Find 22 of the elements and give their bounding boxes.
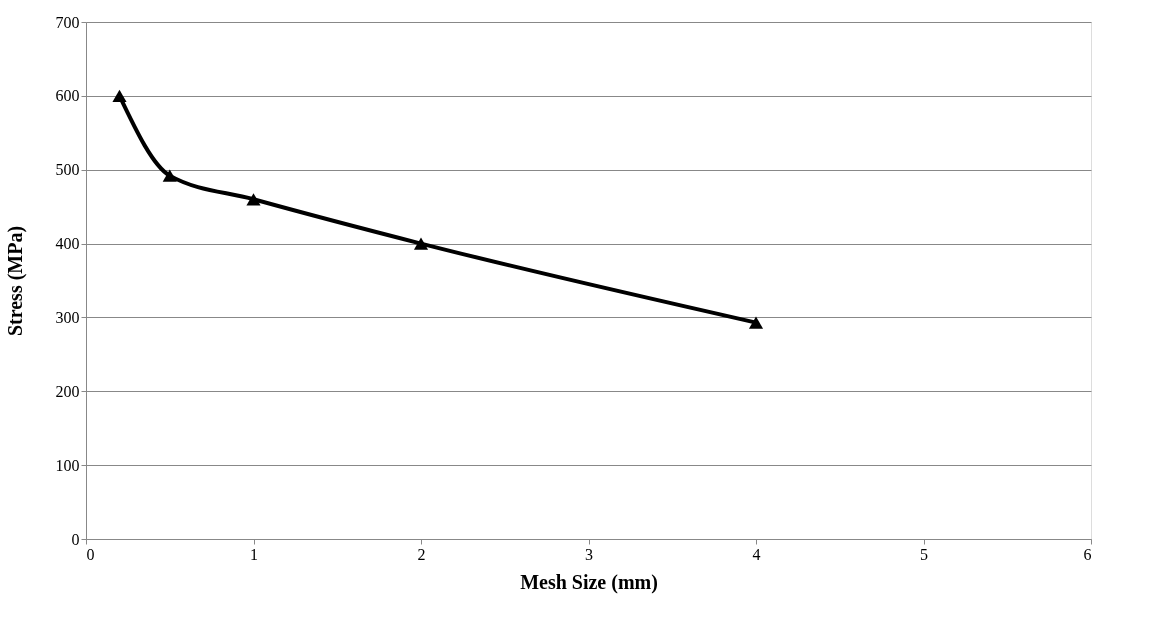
x-tick-label: 2 bbox=[417, 545, 426, 563]
y-axis-title: Stress (MPa) bbox=[3, 225, 27, 337]
x-axis-title: Mesh Size (mm) bbox=[520, 570, 658, 594]
y-tick-label: 200 bbox=[55, 382, 80, 400]
point bbox=[413, 237, 429, 250]
x-tick-label: 5 bbox=[920, 545, 928, 563]
point bbox=[112, 89, 127, 102]
point bbox=[246, 193, 261, 206]
y-tick-label: 600 bbox=[55, 87, 80, 105]
x-tick-label: 0 bbox=[86, 545, 95, 563]
y-tick-label: 100 bbox=[55, 456, 80, 474]
y-tick-label: 500 bbox=[55, 161, 80, 179]
point bbox=[748, 316, 764, 329]
x-tick-label: 1 bbox=[250, 545, 258, 563]
x-tick-label: 3 bbox=[585, 545, 593, 563]
y-tick-label: 0 bbox=[71, 530, 80, 548]
point bbox=[162, 169, 177, 182]
x-tick-label: 4 bbox=[752, 545, 761, 563]
x-tick-label: 6 bbox=[1083, 545, 1092, 563]
y-tick-label: 700 bbox=[55, 13, 80, 31]
y-tick-label: 300 bbox=[55, 308, 80, 326]
y-tick-label: 400 bbox=[55, 235, 80, 253]
